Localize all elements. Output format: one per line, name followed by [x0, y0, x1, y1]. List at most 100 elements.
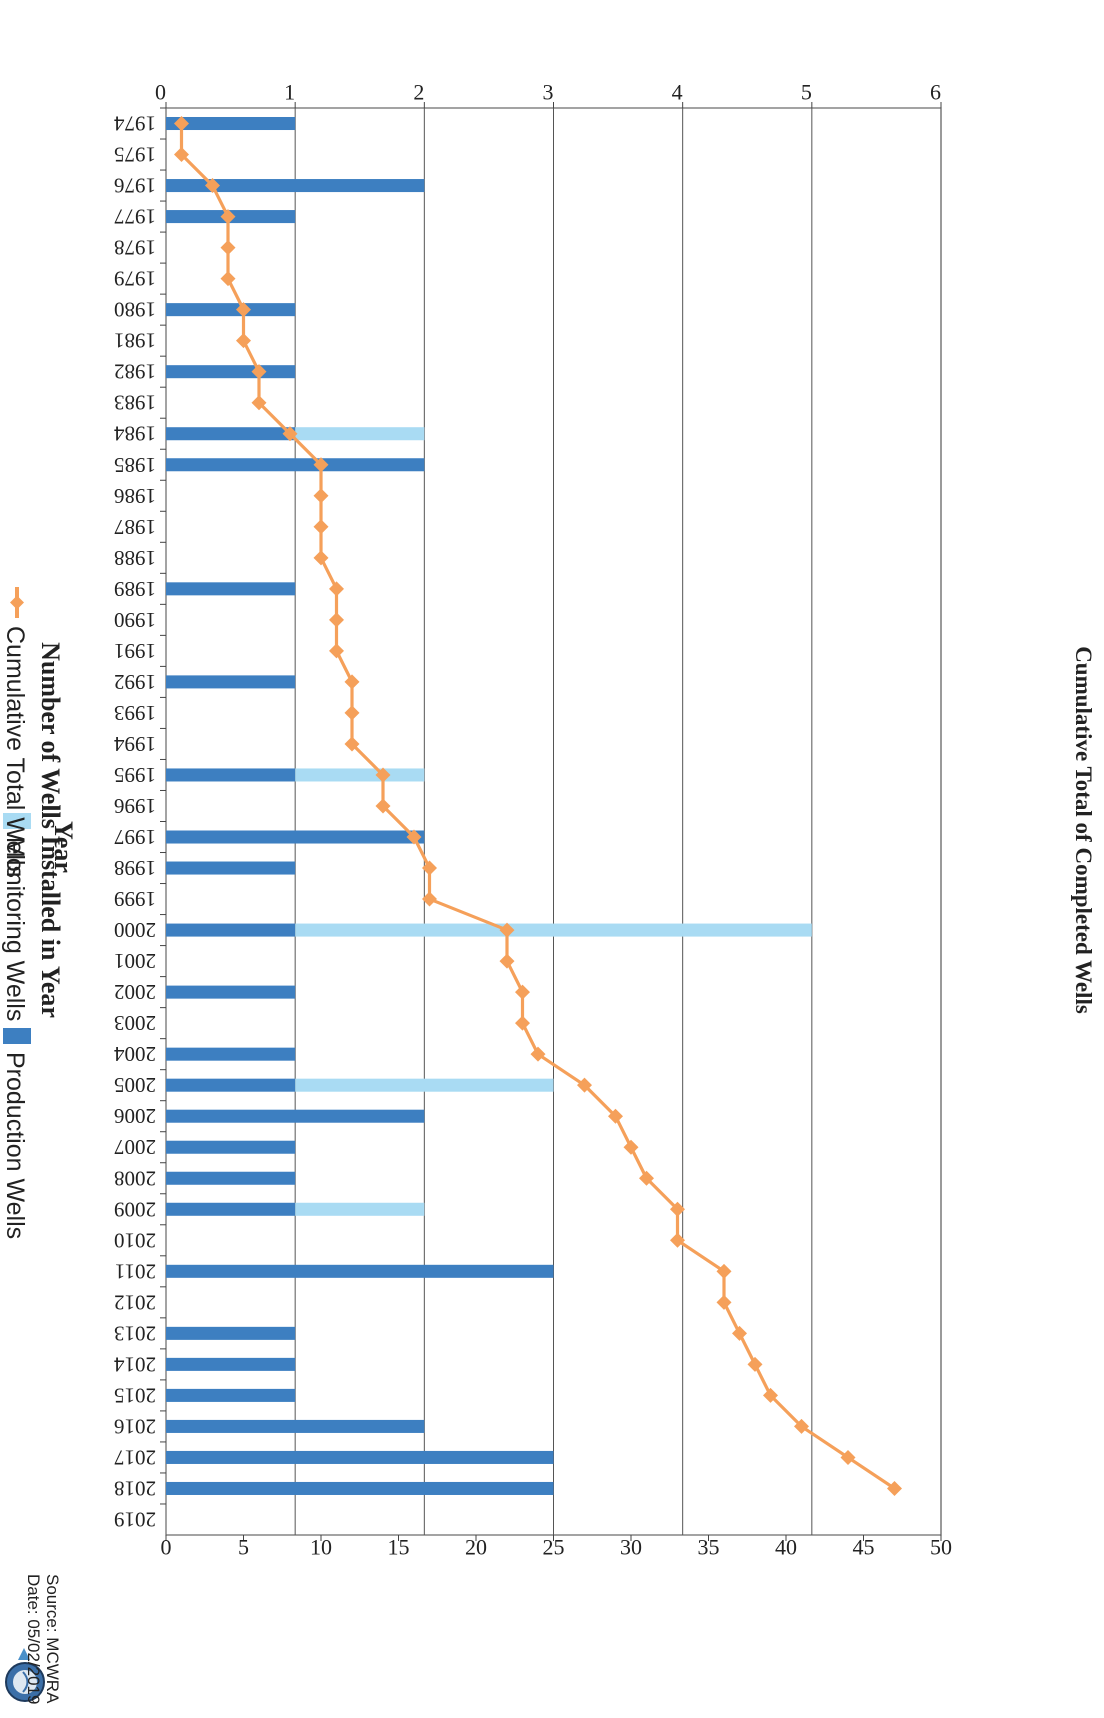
x-tick-label: 1988	[114, 546, 156, 570]
cumulative-point	[670, 1201, 685, 1217]
cumulative-point	[313, 457, 329, 473]
production-bar	[165, 1419, 425, 1433]
right-tick-label: 10	[310, 1535, 332, 1560]
x-tick-label: 1976	[114, 174, 156, 198]
production-bar	[166, 365, 296, 379]
legend-label-production: Production Wells	[1, 1052, 29, 1239]
legend-swatch-monitoring	[3, 813, 31, 829]
cumulative-point	[623, 1139, 639, 1155]
x-tick-label: 1989	[114, 577, 156, 601]
cumulative-point	[422, 860, 437, 876]
cumulative-point	[747, 1356, 763, 1372]
x-tick-label: 1981	[114, 329, 156, 353]
left-tick-label: 6	[930, 80, 941, 105]
x-tick-label: 2001	[114, 949, 156, 973]
cumulative-point	[251, 395, 267, 411]
left-tick-label: 4	[672, 80, 683, 105]
production-bar	[166, 1140, 296, 1154]
x-tick-label: 2016	[114, 1414, 156, 1438]
monitoring-bar	[295, 1078, 554, 1092]
cumulative-point	[716, 1263, 732, 1279]
production-bar	[166, 1481, 554, 1495]
cumulative-point	[406, 829, 422, 845]
x-tick-label: 2000	[114, 918, 156, 942]
production-bar	[166, 675, 296, 689]
right-axis-title: Cumulative Total of Completed Wells	[1071, 646, 1096, 1014]
x-tick-label: 2012	[114, 1290, 156, 1314]
x-tick-label: 2015	[114, 1383, 156, 1407]
x-tick-label: 2017	[114, 1445, 156, 1469]
x-tick-label: 1975	[114, 143, 156, 167]
gridlines	[294, 108, 942, 1535]
x-tick-label: 1974	[114, 112, 157, 136]
left-axis-title: Number of Wells Installed in Year	[36, 642, 65, 1018]
legend: Production Wells Monitoring Wells Cumula…	[1, 587, 31, 1239]
source-block: Source: MCWRA Date: 05/02/2019	[5, 1574, 62, 1704]
production-bar	[166, 1078, 296, 1092]
production-bar	[166, 861, 296, 875]
production-bar	[166, 582, 296, 596]
cumulative-point	[716, 1294, 732, 1310]
x-tick-label: 1982	[114, 360, 156, 384]
x-tick-label: 2018	[114, 1476, 156, 1500]
x-tick-label: 1995	[114, 763, 156, 787]
x-axis-title: Year	[49, 821, 78, 873]
x-tick-label: 1987	[114, 515, 156, 539]
right-tick-label: 25	[543, 1535, 565, 1560]
right-tick-label: 45	[853, 1535, 875, 1560]
x-tick-label: 1996	[114, 794, 156, 818]
cumulative-point	[174, 116, 189, 132]
cumulative-point	[887, 1480, 902, 1496]
x-tick-label: 1985	[114, 453, 156, 477]
cumulative-point	[499, 953, 515, 969]
cumulative-point	[375, 798, 391, 814]
x-tick-label: 1993	[114, 701, 156, 725]
left-tick-label: 3	[543, 80, 554, 105]
cumulative-point	[530, 1046, 546, 1062]
mcwra-seal-icon	[5, 1648, 45, 1702]
date-label: Date: 05/02/2019	[24, 1574, 43, 1704]
x-tick-label: 2007	[114, 1135, 156, 1159]
x-tick-label: 2019	[114, 1507, 156, 1531]
x-tick-label: 1990	[114, 608, 156, 632]
cumulative-point	[499, 922, 515, 938]
x-tick-label: 1983	[114, 391, 156, 415]
right-tick-label: 50	[930, 1535, 952, 1560]
cumulative-point	[639, 1170, 654, 1186]
right-tick-label: 15	[388, 1535, 410, 1560]
x-tick-label: 1992	[114, 670, 156, 694]
source-label: Source: MCWRA	[43, 1574, 62, 1704]
production-bar	[166, 1326, 296, 1340]
left-tick-label: 0	[155, 80, 166, 105]
cumulative-point	[515, 1015, 530, 1031]
monitoring-bar	[295, 1202, 425, 1216]
production-bar	[166, 1264, 554, 1278]
production-bar	[166, 1388, 296, 1402]
x-tick-label: 1994	[114, 732, 157, 756]
cumulative-point	[794, 1418, 809, 1434]
cumulative-point	[329, 643, 344, 659]
cumulative-point	[577, 1077, 592, 1093]
x-tick-label: 1984	[114, 422, 157, 446]
cumulative-line-series	[174, 116, 902, 1496]
x-tick-label: 2005	[114, 1073, 156, 1097]
right-tick-label: 30	[620, 1535, 642, 1560]
x-tick-label: 1978	[114, 236, 156, 260]
cumulative-point	[251, 364, 267, 380]
legend-label-cumulative: Cumulative Total Wells	[1, 626, 29, 878]
left-tick-label: 5	[801, 80, 812, 105]
cumulative-point	[375, 767, 391, 783]
cumulative-point	[205, 178, 220, 194]
production-bar	[165, 1109, 425, 1123]
cumulative-point	[344, 736, 360, 752]
production-bar	[166, 1450, 554, 1464]
production-bar	[166, 985, 296, 999]
cumulative-point	[329, 612, 344, 628]
cumulative-point	[608, 1108, 623, 1124]
x-tick-label: 2009	[114, 1197, 156, 1221]
cumulative-point	[220, 209, 236, 225]
production-bar	[166, 1357, 296, 1371]
production-bar	[165, 179, 425, 193]
monitoring-bar	[295, 768, 425, 782]
cumulative-point	[313, 519, 329, 535]
